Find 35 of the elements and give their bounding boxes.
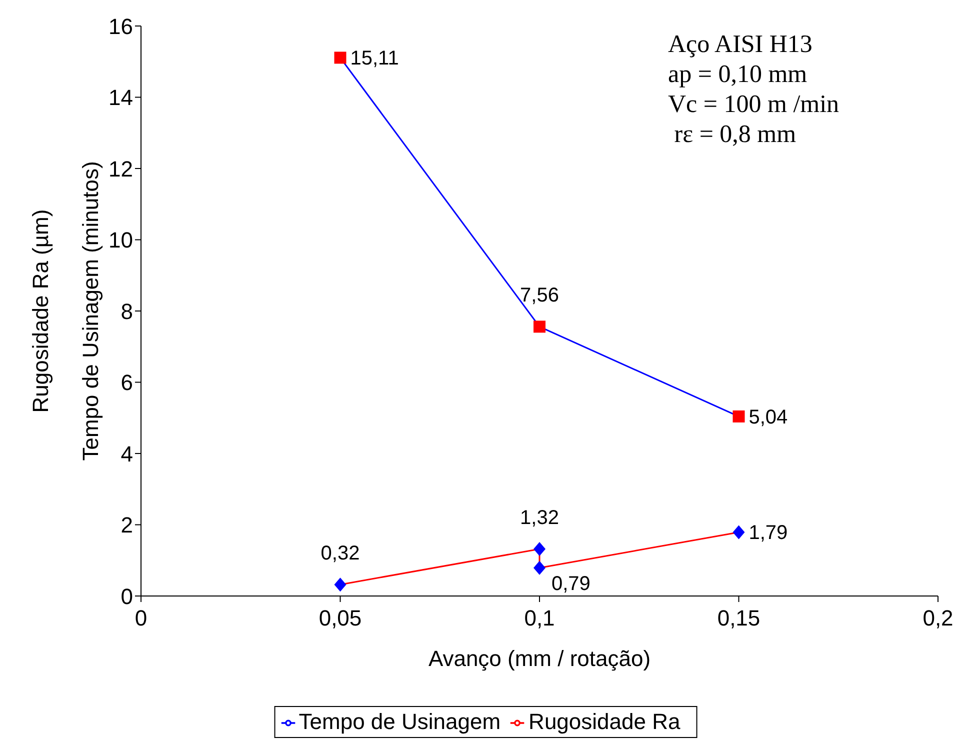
x-tick-label: 0,15 (717, 606, 760, 631)
point (534, 542, 546, 556)
legend-label: Rugosidade Ra (528, 709, 680, 734)
y-axis-title: Rugosidade Ra (µm) Tempo de Usinagem (minutos) (28, 161, 103, 461)
data-label: 0,79 (552, 572, 590, 595)
data-label: 7,56 (520, 284, 559, 307)
y-tick-label: 0 (120, 584, 133, 609)
x-tick-label: 0,05 (318, 606, 362, 631)
text: Aço AISI H13 (668, 31, 812, 58)
x-axis-title: Avanço (mm / rotação) (428, 646, 651, 671)
data-label: 5,04 (748, 406, 788, 428)
y-tick-label: 8 (120, 298, 133, 324)
point (334, 52, 346, 64)
text: rε = 0,8 mm (674, 121, 796, 148)
x-tick-label: 0,1 (524, 606, 555, 631)
point (732, 410, 745, 422)
y-tick-label: 10 (108, 228, 133, 253)
point (534, 560, 546, 575)
y-tick-label: 14 (108, 85, 133, 110)
y-tick-label: 16 (108, 14, 133, 39)
legend-label: Tempo de Usinagem (298, 709, 501, 734)
y-tick-label: 12 (108, 156, 133, 182)
data-label: 1,32 (520, 506, 559, 529)
y-tick-label: 2 (120, 512, 133, 538)
text: Vc = 100 m /min (668, 91, 840, 118)
point (334, 578, 346, 592)
point (732, 525, 745, 540)
point (534, 320, 546, 333)
y-tick-label: 6 (120, 370, 133, 396)
data-label: 1,79 (748, 522, 788, 544)
data-label: 0,32 (320, 542, 360, 565)
text: ap = 0,10 mm (668, 61, 808, 88)
x-tick-label: 0,2 (922, 606, 954, 631)
data-label: 15,11 (350, 48, 399, 70)
y-tick-label: 4 (120, 441, 133, 466)
